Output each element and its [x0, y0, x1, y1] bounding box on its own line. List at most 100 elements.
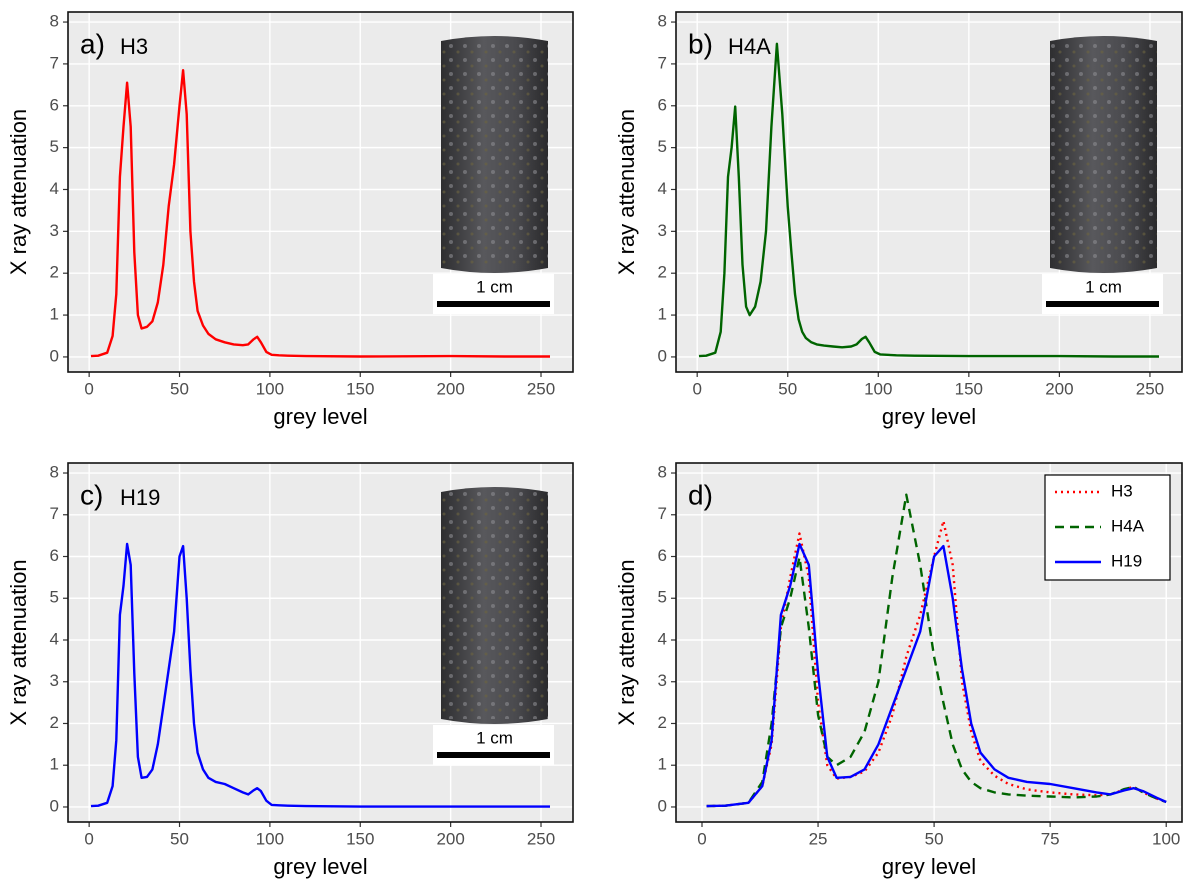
y-tick-label: 0: [658, 796, 667, 815]
panel: 0 1 2 3 4 5 6 7 8 0 50 100 150 200 250 grey level X ray …: [6, 11, 574, 429]
y-tick-label: 3: [658, 671, 667, 690]
x-tick-label: 0: [697, 829, 706, 848]
plot-border: [67, 462, 574, 823]
y-tick-label: 8: [658, 463, 667, 482]
data-line: [90, 69, 550, 358]
y-tick-label: 7: [50, 504, 59, 523]
y-tick-label: 7: [658, 53, 667, 72]
scale-background: [433, 725, 554, 765]
panel-tag: d): [688, 479, 713, 510]
x-tick-label: 100: [1152, 829, 1180, 848]
x-tick-label: 100: [256, 829, 284, 848]
y-tick-label: 6: [50, 95, 59, 114]
panel-title: H3: [120, 34, 148, 59]
scale-label: 1 cm: [1085, 277, 1122, 296]
panel-title: H4A: [728, 34, 771, 59]
y-tick-label: 1: [50, 755, 59, 774]
plot-border: [675, 462, 1183, 823]
y-tick-label: 5: [50, 588, 59, 607]
panel: 0 1 2 3 4 5 6 7 8 0 50 100 150 200 250 grey level X ray …: [614, 11, 1183, 429]
y-tick-label: 6: [658, 95, 667, 114]
photo-texture: [441, 492, 548, 719]
y-axis-label: X ray attenuation: [614, 559, 639, 725]
panel-tag: b): [688, 28, 713, 59]
x-tick-label: 50: [778, 379, 797, 398]
y-axis-label: X ray attenuation: [6, 559, 31, 725]
legend-label: H4A: [1111, 516, 1145, 535]
scale-label: 1 cm: [476, 277, 513, 296]
x-tick-label: 50: [170, 829, 189, 848]
x-axis-label: grey level: [882, 854, 976, 879]
scale-background: [433, 274, 554, 314]
y-tick-label: 1: [50, 305, 59, 324]
x-tick-label: 0: [84, 379, 93, 398]
y-tick-label: 3: [658, 221, 667, 240]
x-tick-label: 250: [527, 379, 555, 398]
x-tick-label: 50: [170, 379, 189, 398]
plot-border: [675, 11, 1183, 373]
y-axis-label: X ray attenuation: [6, 109, 31, 275]
photo-texture: [1050, 41, 1157, 268]
y-tick-label: 2: [50, 263, 59, 282]
y-tick-label: 6: [658, 546, 667, 565]
x-tick-label: 100: [864, 379, 892, 398]
x-tick-label: 250: [1136, 379, 1164, 398]
photo-texture: [441, 41, 548, 268]
y-tick-label: 1: [658, 305, 667, 324]
x-tick-label: 200: [1045, 379, 1073, 398]
panel-title: H19: [120, 485, 160, 510]
y-tick-label: 5: [658, 588, 667, 607]
y-axis-label: X ray attenuation: [614, 109, 639, 275]
data-line: [706, 542, 1167, 808]
y-tick-label: 8: [50, 12, 59, 31]
y-tick-label: 3: [50, 221, 59, 240]
y-tick-label: 5: [50, 137, 59, 156]
y-tick-label: 0: [50, 346, 59, 365]
x-tick-label: 100: [256, 379, 284, 398]
y-tick-label: 2: [658, 713, 667, 732]
panel: 0 1 2 3 4 5 6 7 8 0 25 50 75 100 grey level X ray atten…: [614, 462, 1183, 879]
y-tick-label: 2: [658, 263, 667, 282]
panel: 0 1 2 3 4 5 6 7 8 0 50 100 150 200 250 grey level X ray …: [6, 462, 574, 879]
y-tick-label: 6: [50, 546, 59, 565]
y-tick-label: 4: [658, 179, 667, 198]
y-tick-label: 7: [50, 53, 59, 72]
y-tick-label: 5: [658, 137, 667, 156]
x-tick-label: 200: [436, 379, 464, 398]
data-line: [90, 542, 550, 808]
x-tick-label: 150: [346, 829, 374, 848]
y-tick-label: 4: [658, 629, 667, 648]
x-axis-label: grey level: [882, 404, 976, 429]
x-tick-label: 25: [809, 829, 828, 848]
legend-label: H3: [1111, 481, 1133, 500]
y-tick-label: 4: [50, 629, 59, 648]
legend-label: H19: [1111, 551, 1142, 570]
y-tick-label: 7: [658, 504, 667, 523]
x-tick-label: 0: [692, 379, 701, 398]
scale-background: [1042, 274, 1163, 314]
x-axis-label: grey level: [273, 404, 367, 429]
y-tick-label: 0: [658, 346, 667, 365]
y-tick-label: 0: [50, 796, 59, 815]
panel-tag: c): [80, 479, 103, 510]
data-line: [698, 42, 1159, 358]
scale-label: 1 cm: [476, 728, 513, 747]
x-tick-label: 250: [527, 829, 555, 848]
plot-border: [67, 11, 574, 373]
panel-tag: a): [80, 28, 105, 59]
x-tick-label: 50: [925, 829, 944, 848]
x-tick-label: 150: [346, 379, 374, 398]
x-tick-label: 200: [436, 829, 464, 848]
y-tick-label: 1: [658, 755, 667, 774]
x-tick-label: 150: [955, 379, 983, 398]
y-tick-label: 4: [50, 179, 59, 198]
y-tick-label: 8: [50, 463, 59, 482]
x-axis-label: grey level: [273, 854, 367, 879]
y-tick-label: 2: [50, 713, 59, 732]
x-tick-label: 75: [1041, 829, 1060, 848]
x-tick-label: 0: [84, 829, 93, 848]
y-tick-label: 3: [50, 671, 59, 690]
data-line: [706, 493, 1167, 808]
y-tick-label: 8: [658, 12, 667, 31]
